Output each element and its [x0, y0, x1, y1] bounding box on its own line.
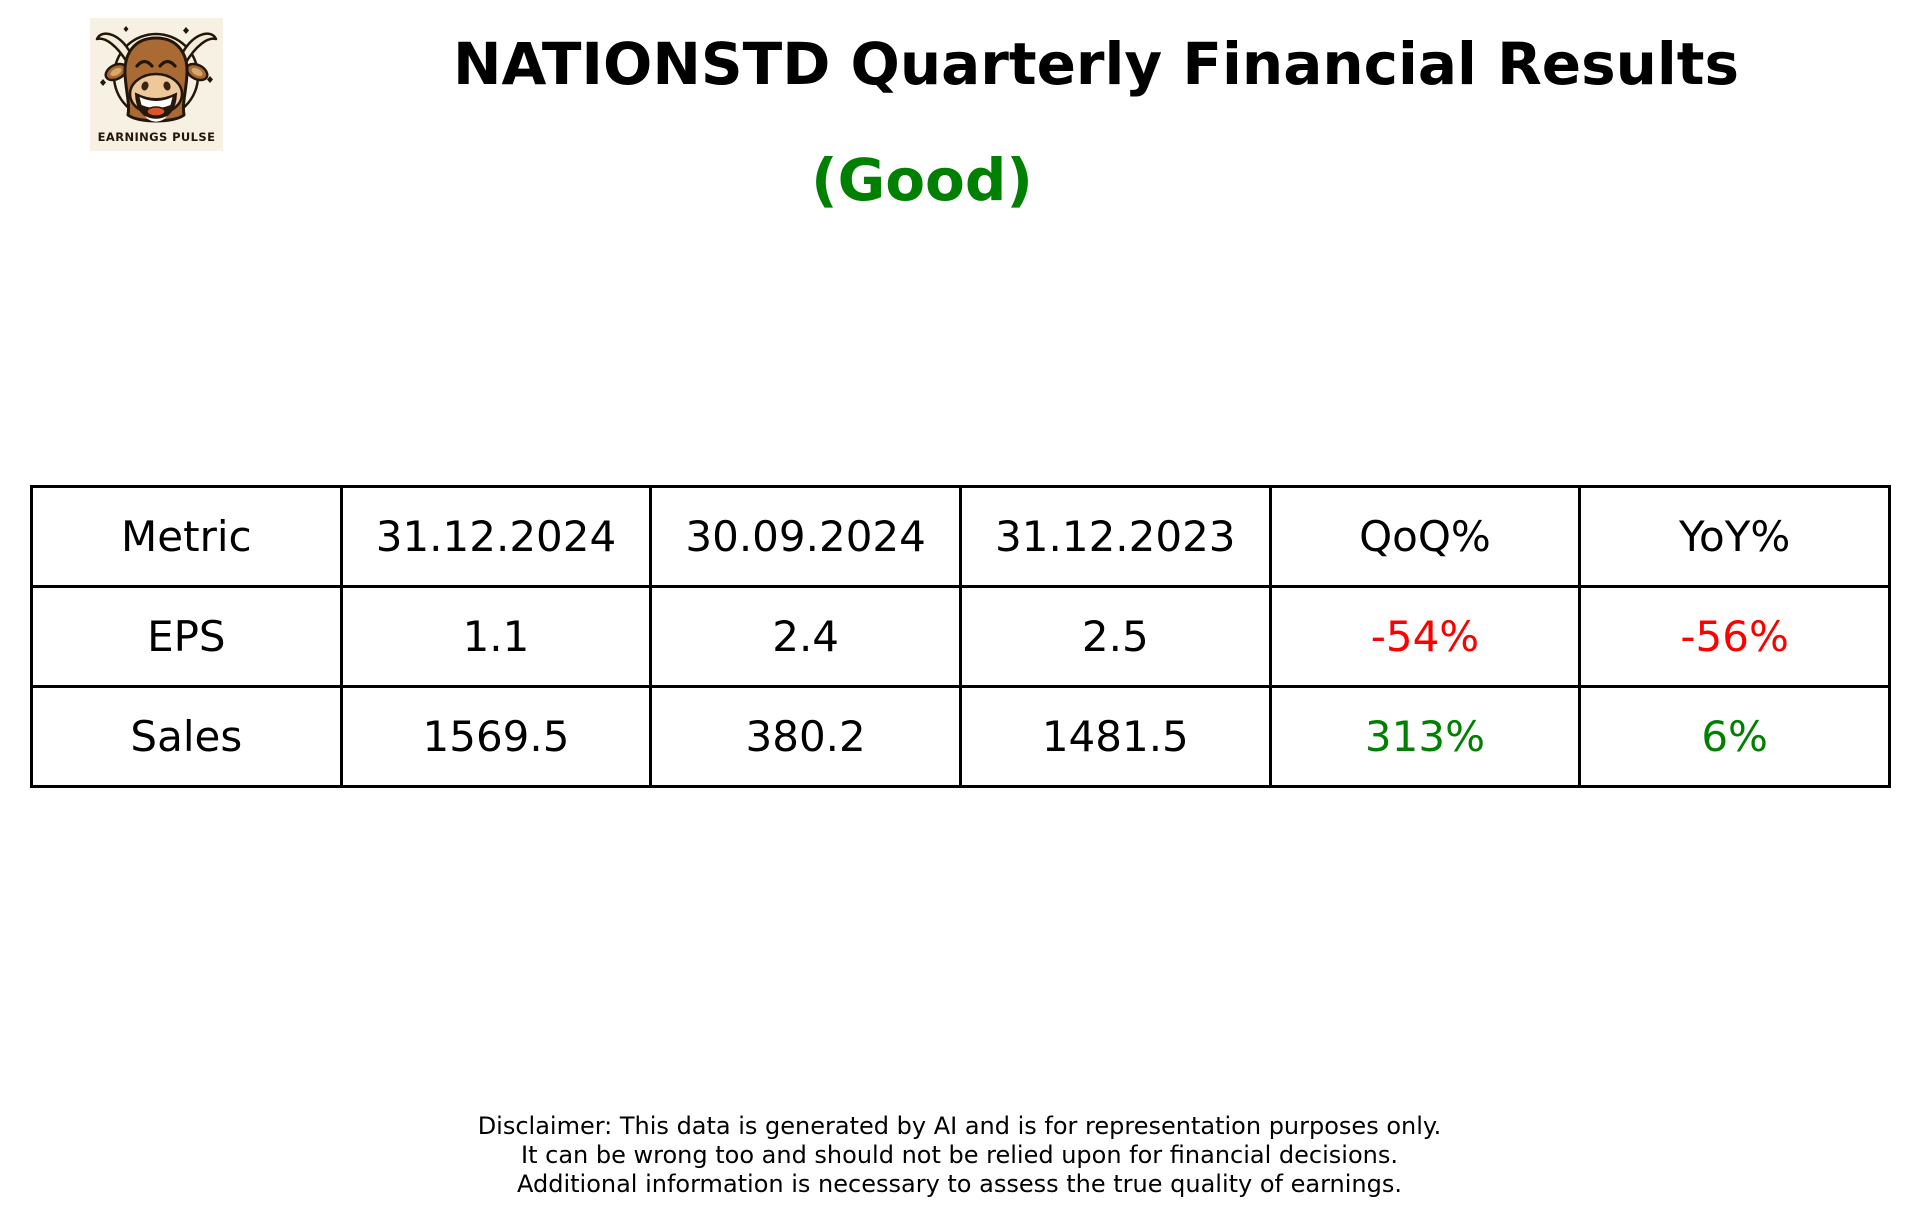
col-header-yoy: YoY% [1578, 485, 1891, 588]
disclaimer-line-3: Additional information is necessary to a… [516, 1170, 1403, 1198]
table-row-sales: Sales 1569.5 380.2 1481.5 313% 6% [30, 685, 1891, 788]
sales-qoq: 313% [1268, 685, 1582, 788]
sales-yearago: 1481.5 [958, 685, 1272, 788]
results-table-header: Metric 31.12.2024 30.09.2024 31.12.2023 … [30, 485, 1891, 588]
eps-previous: 2.4 [649, 585, 962, 688]
disclaimer-line-1: Disclaimer: This data is generated by AI… [477, 1112, 1442, 1140]
col-header-metric: Metric [30, 485, 343, 588]
results-table: Metric 31.12.2024 30.09.2024 31.12.2023 … [30, 485, 1891, 788]
col-header-q-current: 31.12.2024 [339, 485, 653, 588]
brand-logo: EARNINGS PULSE [90, 18, 223, 151]
sales-yoy: 6% [1578, 685, 1891, 788]
table-row-eps: EPS 1.1 2.4 2.5 -54% -56% [30, 585, 1891, 688]
metric-label: EPS [30, 585, 343, 688]
header-row: Metric 31.12.2024 30.09.2024 31.12.2023 … [30, 485, 1891, 588]
eps-current: 1.1 [339, 585, 653, 688]
laughing-bull-icon [95, 26, 218, 123]
sales-current: 1569.5 [339, 685, 653, 788]
results-table-body: EPS 1.1 2.4 2.5 -54% -56% Sales 1569.5 3… [30, 585, 1891, 788]
col-header-q-previous: 30.09.2024 [649, 485, 962, 588]
brand-name: EARNINGS PULSE [97, 130, 216, 144]
disclaimer-line-2: It can be wrong too and should not be re… [521, 1141, 1398, 1169]
col-header-qoq: QoQ% [1268, 485, 1582, 588]
metric-label: Sales [30, 685, 343, 788]
sales-previous: 380.2 [649, 685, 962, 788]
eps-yoy: -56% [1578, 585, 1891, 688]
eps-yearago: 2.5 [958, 585, 1272, 688]
disclaimer: Disclaimer: This data is generated by AI… [478, 1112, 1442, 1199]
page-title: NATIONSTD Quarterly Financial Results [452, 30, 1740, 98]
eps-qoq: -54% [1268, 585, 1582, 688]
col-header-q-yearago: 31.12.2023 [958, 485, 1272, 588]
verdict-subtitle: (Good) [811, 146, 1033, 214]
